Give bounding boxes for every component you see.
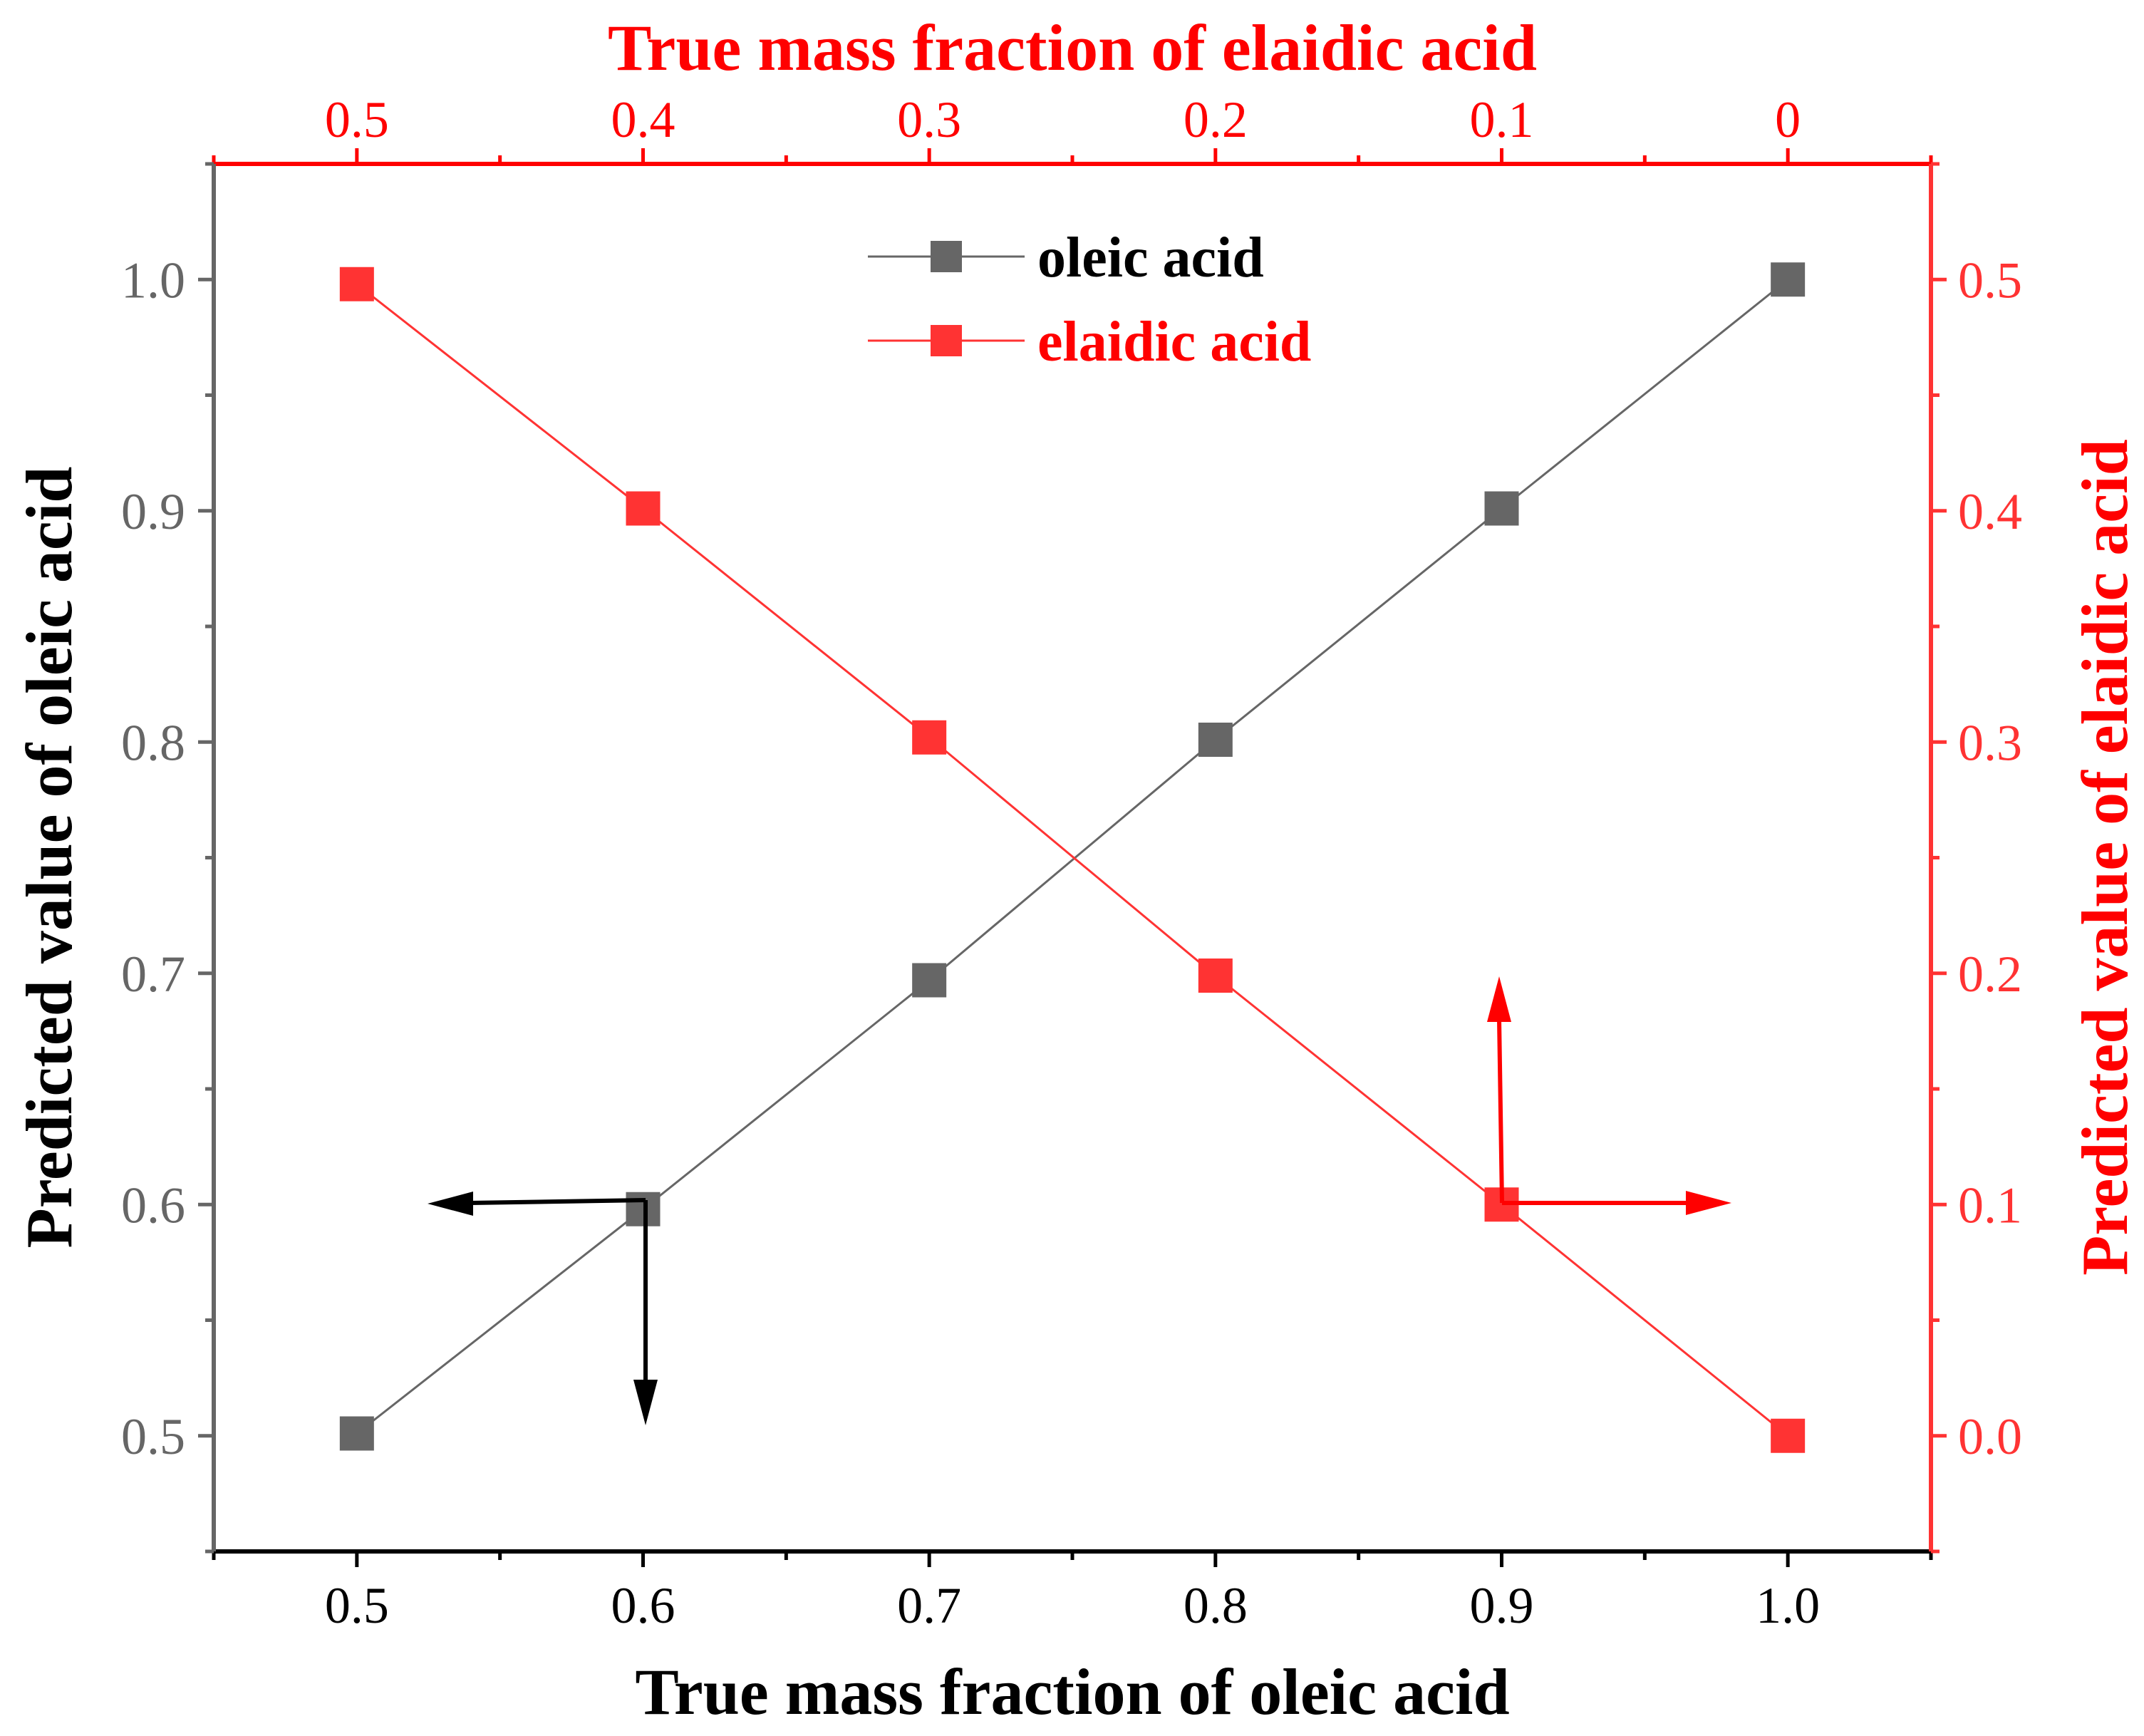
elaidic-axis-arrows (1487, 976, 1731, 1215)
x2-tick-label: 0.1 (1470, 91, 1534, 148)
x-tick-label: 0.8 (1184, 1577, 1248, 1634)
series-line-1 (356, 283, 1789, 1437)
series-0-point-4 (1484, 491, 1519, 526)
legend: oleic acid elaidic acid (868, 227, 1311, 373)
x2-tick-label: 0.2 (1184, 91, 1248, 148)
x-axis-title: True mass fraction of oleic acid (635, 1655, 1509, 1728)
y2-tick-label: 0.1 (1958, 1177, 2022, 1234)
series-1-point-3 (1198, 958, 1233, 993)
series-1-point-2 (912, 720, 947, 755)
x-tick-label: 0.7 (897, 1577, 961, 1634)
x-tick-label: 0.9 (1470, 1577, 1534, 1634)
y-tick-label: 0.5 (121, 1408, 185, 1465)
x2-tick-label: 0.4 (611, 91, 675, 148)
x2-axis-title: True mass fraction of elaidic acid (608, 11, 1537, 84)
series-0-point-1 (626, 1192, 661, 1226)
y-axis-title: Predicted value of oleic acid (13, 467, 86, 1249)
series-1-point-1 (626, 491, 661, 526)
y2-tick-label: 0.2 (1958, 946, 2022, 1003)
y-tick-label: 0.7 (121, 946, 185, 1003)
y2-axis-title: Predicted value of elaidic acid (2068, 439, 2141, 1276)
series-1-point-5 (1771, 1418, 1806, 1453)
y2-tick-label: 0.3 (1958, 714, 2022, 771)
x-tick-label: 1.0 (1756, 1577, 1820, 1634)
series-0-point-3 (1198, 723, 1233, 758)
y-tick-label: 0.8 (121, 714, 185, 771)
x2-tick-label: 0.5 (325, 91, 389, 148)
series-0-point-5 (1771, 262, 1806, 297)
series-1-point-0 (339, 267, 374, 301)
legend-label-elaidic: elaidic acid (1037, 311, 1311, 373)
x-tick-label: 0.6 (611, 1577, 675, 1634)
series-line-0 (356, 279, 1789, 1435)
y2-tick-label: 0.0 (1958, 1408, 2022, 1465)
tick-labels: 0.5 0.5 0.6 0.4 0.7 0.3 0.8 0.2 0.9 0.1 1.0 0 0.5 0.6… (121, 91, 2022, 1634)
legend-marker-elaidic (931, 325, 962, 356)
series-lines (356, 279, 1789, 1437)
legend-marker-oleic (931, 241, 962, 272)
series-markers (339, 262, 1806, 1453)
y-tick-label: 0.9 (121, 483, 185, 540)
y-tick-label: 0.6 (121, 1177, 185, 1234)
series-0-point-0 (339, 1416, 374, 1451)
tick-marks (198, 148, 1947, 1567)
x-tick-label: 0.5 (325, 1577, 389, 1634)
y2-tick-label: 0.4 (1958, 483, 2022, 540)
legend-label-oleic: oleic acid (1037, 227, 1264, 289)
x2-tick-label: 0 (1775, 91, 1801, 148)
x2-tick-label: 0.3 (897, 91, 961, 148)
y2-tick-label: 0.5 (1958, 252, 2022, 309)
series-0-point-2 (912, 963, 947, 998)
oleic-axis-arrows (428, 1192, 658, 1425)
y-tick-label: 1.0 (121, 252, 185, 309)
